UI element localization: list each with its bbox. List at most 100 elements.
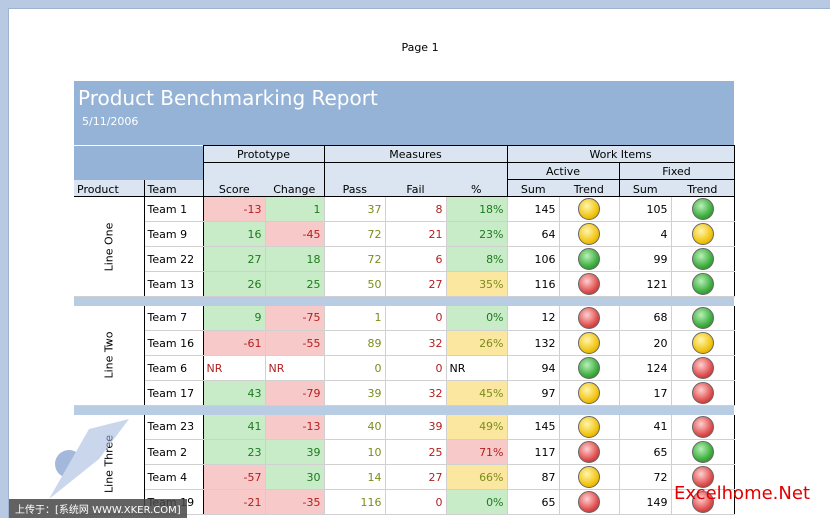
change-cell: NR — [265, 355, 325, 381]
report-date: 5/11/2006 — [82, 115, 139, 128]
red-status-icon — [691, 466, 714, 488]
active-trend-cell — [559, 414, 620, 440]
change-cell: 1 — [265, 196, 325, 222]
change-cell: -35 — [265, 489, 325, 515]
report-title: Product Benchmarking Report — [78, 86, 378, 110]
report: Product Benchmarking Report 5/11/2006 Pr… — [74, 81, 735, 515]
change-cell: -75 — [265, 305, 325, 331]
green-status-icon — [578, 248, 601, 270]
active-sum-cell: 97 — [506, 380, 560, 406]
fixed-trend-cell — [671, 355, 735, 381]
active-trend-cell — [559, 271, 620, 297]
product-line-label: Line Two — [102, 331, 116, 379]
pass-cell: 37 — [323, 196, 386, 222]
product-line-cell: Line Two — [74, 305, 145, 406]
red-status-icon — [578, 273, 601, 295]
fail-cell: 39 — [385, 414, 447, 440]
fixed-trend-cell — [671, 464, 735, 490]
site-watermark: Excelhome.Net — [673, 483, 810, 504]
yellow-status-icon — [578, 466, 601, 488]
change-cell: -13 — [265, 414, 325, 440]
change-cell: 18 — [265, 246, 325, 272]
active-trend-cell — [559, 439, 620, 465]
score-cell: -13 — [203, 196, 266, 222]
red-status-icon — [691, 415, 714, 438]
header-active-trend: Trend — [559, 179, 620, 197]
pass-cell: 89 — [323, 330, 386, 356]
pass-cell: 116 — [323, 489, 386, 515]
fixed-trend-cell — [671, 221, 735, 247]
header-active-sum: Sum — [506, 179, 560, 197]
yellow-status-icon — [578, 415, 601, 438]
benchmark-table: Prototype Measures Work Items Active Fix… — [74, 145, 735, 515]
fail-cell: 21 — [385, 221, 447, 247]
fail-cell: 0 — [385, 489, 447, 515]
fail-cell: 27 — [385, 464, 447, 490]
header-product: Product — [74, 179, 145, 197]
active-trend-cell — [559, 489, 620, 515]
table-row: Team 2 23 39 10 25 71% 117 65 — [74, 439, 735, 465]
table-row: Team 17 43 -79 39 32 45% 97 17 — [74, 380, 735, 406]
fixed-sum-cell: 149 — [618, 489, 672, 515]
header-row-groups: Prototype Measures Work Items — [74, 145, 735, 163]
team-cell: Team 22 — [144, 246, 204, 272]
score-cell: 9 — [203, 305, 266, 331]
fixed-trend-cell — [671, 196, 735, 222]
header-change: Change — [265, 179, 325, 197]
header-team: Team — [144, 179, 204, 197]
pass-cell: 40 — [323, 414, 386, 440]
header-fixed-sum: Sum — [618, 179, 672, 197]
percent-cell: NR — [446, 355, 508, 381]
fixed-sum-cell: 124 — [618, 355, 672, 381]
header-pct: % — [446, 179, 508, 197]
table-row: Line Three Team 23 41 -13 40 39 49% 145 41 — [74, 414, 735, 515]
fixed-sum-cell: 41 — [618, 414, 672, 440]
product-line-cell: Line One — [74, 196, 145, 297]
fixed-sum-cell: 121 — [618, 271, 672, 297]
active-sum-cell: 116 — [506, 271, 560, 297]
pass-cell: 72 — [323, 246, 386, 272]
red-status-icon — [578, 491, 601, 513]
header-prototype: Prototype — [202, 145, 325, 163]
header-row-sub: Active Fixed — [74, 162, 735, 180]
fixed-trend-cell — [671, 489, 735, 515]
pass-cell: 50 — [323, 271, 386, 297]
green-status-icon — [578, 357, 601, 379]
product-line-label: Line One — [102, 222, 116, 271]
fail-cell: 25 — [385, 439, 447, 465]
team-cell: Team 23 — [144, 414, 204, 440]
team-cell: Team 9 — [144, 221, 204, 247]
percent-cell: 26% — [446, 330, 508, 356]
score-cell: -57 — [203, 464, 266, 490]
fixed-trend-cell — [671, 271, 735, 297]
red-status-icon — [691, 382, 714, 404]
change-cell: 25 — [265, 271, 325, 297]
active-sum-cell: 145 — [506, 414, 560, 440]
score-cell: 23 — [203, 439, 266, 465]
team-cell: Team 1 — [144, 196, 204, 222]
fixed-sum-cell: 72 — [618, 464, 672, 490]
score-cell: -21 — [203, 489, 266, 515]
header-work-items: Work Items — [506, 145, 735, 163]
active-trend-cell — [559, 196, 620, 222]
active-sum-cell: 12 — [506, 305, 560, 331]
fixed-sum-cell: 17 — [618, 380, 672, 406]
team-cell: Team 16 — [144, 330, 204, 356]
team-cell: Team 7 — [144, 305, 204, 331]
team-cell: Team 6 — [144, 355, 204, 381]
table-row: Team 9 16 -45 72 21 23% 64 4 — [74, 221, 735, 247]
team-cell: Team 13 — [144, 271, 204, 297]
change-cell: -55 — [265, 330, 325, 356]
score-cell: 26 — [203, 271, 266, 297]
percent-cell: 71% — [446, 439, 508, 465]
fixed-sum-cell: 105 — [618, 196, 672, 222]
active-trend-cell — [559, 380, 620, 406]
pass-cell: 14 — [323, 464, 386, 490]
watermark-logo — [49, 419, 129, 499]
green-status-icon — [691, 273, 714, 295]
fixed-trend-cell — [671, 246, 735, 272]
fail-cell: 27 — [385, 271, 447, 297]
active-sum-cell: 117 — [506, 439, 560, 465]
active-sum-cell: 65 — [506, 489, 560, 515]
team-cell: Team 2 — [144, 439, 204, 465]
